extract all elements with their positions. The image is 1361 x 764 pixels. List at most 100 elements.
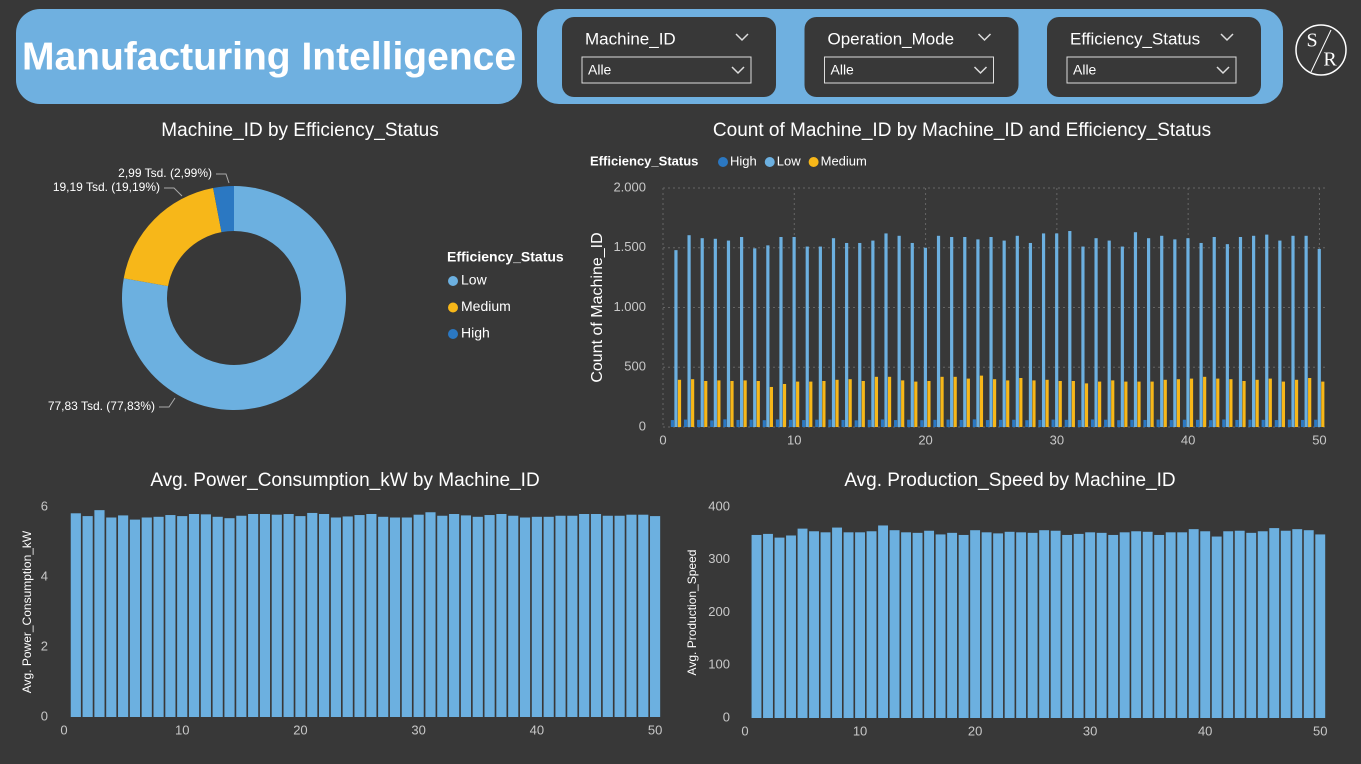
bar (923, 247, 927, 427)
bar (858, 242, 862, 427)
filter-dropdown[interactable] (824, 56, 994, 84)
bar (224, 518, 235, 717)
bar (1143, 419, 1147, 427)
bar (1199, 242, 1203, 427)
y-tick-label: 300 (708, 551, 730, 566)
chart-title: Avg. Power_Consumption_kW by Machine_ID (150, 470, 539, 491)
bar (318, 514, 330, 717)
bar (543, 516, 554, 717)
bar (1229, 379, 1233, 427)
bar (782, 383, 787, 427)
bar (236, 515, 247, 717)
legend-label: Low (461, 272, 488, 288)
bar (496, 514, 507, 717)
bar (970, 530, 981, 718)
bar (736, 419, 740, 427)
bar (1177, 532, 1188, 718)
dropdown-chevron (973, 66, 988, 75)
bar (792, 236, 796, 427)
bar (1096, 532, 1107, 718)
bar (779, 236, 783, 427)
bar (1073, 533, 1084, 718)
legend-marker (808, 157, 819, 167)
bar (788, 419, 793, 427)
bar (1120, 246, 1124, 427)
bar (674, 250, 678, 427)
bar (177, 516, 188, 717)
x-tick-label: 0 (60, 722, 67, 737)
bar (670, 420, 675, 427)
bar (958, 534, 969, 718)
bar (947, 532, 958, 718)
bar (602, 515, 613, 717)
bar (378, 516, 389, 717)
bar (567, 515, 578, 717)
y-tick-label: 100 (708, 657, 730, 672)
bar (687, 235, 691, 427)
bar (933, 419, 937, 427)
bar (691, 379, 695, 427)
bar (1050, 530, 1061, 718)
bar (1287, 419, 1292, 427)
bar (818, 246, 822, 427)
bar (283, 514, 294, 717)
filter-label: Efficiency_Status (1070, 29, 1200, 48)
bar (354, 515, 365, 717)
logo-letter: S (1306, 30, 1317, 52)
bar (843, 532, 854, 718)
bar (248, 514, 259, 717)
bar (1321, 381, 1325, 427)
legend-label: High (461, 325, 490, 341)
filter-dropdown[interactable] (581, 56, 752, 84)
bar (1160, 235, 1164, 427)
bar (815, 419, 819, 427)
y-axis-title: Avg. Production_Speed (685, 550, 699, 676)
bar (1182, 419, 1187, 427)
bar (1025, 420, 1029, 427)
y-tick-label: 0 (723, 709, 730, 724)
bar (992, 379, 997, 427)
bar (739, 236, 744, 427)
y-tick-label: 200 (708, 604, 730, 619)
bar (963, 236, 967, 427)
bar (700, 238, 704, 427)
bar (1154, 534, 1165, 718)
bar (976, 239, 980, 427)
bar (920, 420, 924, 427)
x-tick-label: 30 (411, 722, 425, 737)
bar (972, 419, 976, 427)
bar (723, 419, 727, 427)
bar (389, 517, 401, 717)
bar (1006, 380, 1010, 427)
bar (936, 235, 941, 427)
bar (950, 236, 954, 427)
bar (1300, 419, 1305, 427)
chart-title: Machine_ID by Efficiency_Status (161, 120, 438, 141)
data-label: 19,19 Tsd. (19,19%) (53, 180, 160, 194)
x-tick-label: 40 (1181, 432, 1195, 447)
bar (841, 419, 845, 427)
bar (1165, 532, 1176, 718)
bar (650, 516, 661, 717)
bar (1188, 529, 1199, 718)
dropdown-chevron (731, 66, 745, 75)
legend-label: Medium (461, 298, 511, 314)
x-tick-label: 20 (918, 432, 932, 447)
bar (1291, 235, 1295, 427)
bar (1071, 380, 1075, 427)
legend-label: Low (777, 153, 801, 168)
legend-marker (764, 157, 775, 167)
filter-dropdown[interactable] (1066, 56, 1237, 84)
bar (1084, 383, 1089, 427)
logo: S R (1295, 24, 1347, 76)
bar (1124, 381, 1128, 427)
bar (82, 516, 93, 717)
bar (1098, 381, 1102, 427)
x-tick-label: 50 (1313, 723, 1327, 738)
bar (401, 517, 412, 717)
bar (887, 376, 892, 427)
bar (1255, 379, 1259, 427)
bar (832, 527, 842, 718)
bar (508, 515, 519, 717)
bar (1039, 530, 1050, 718)
